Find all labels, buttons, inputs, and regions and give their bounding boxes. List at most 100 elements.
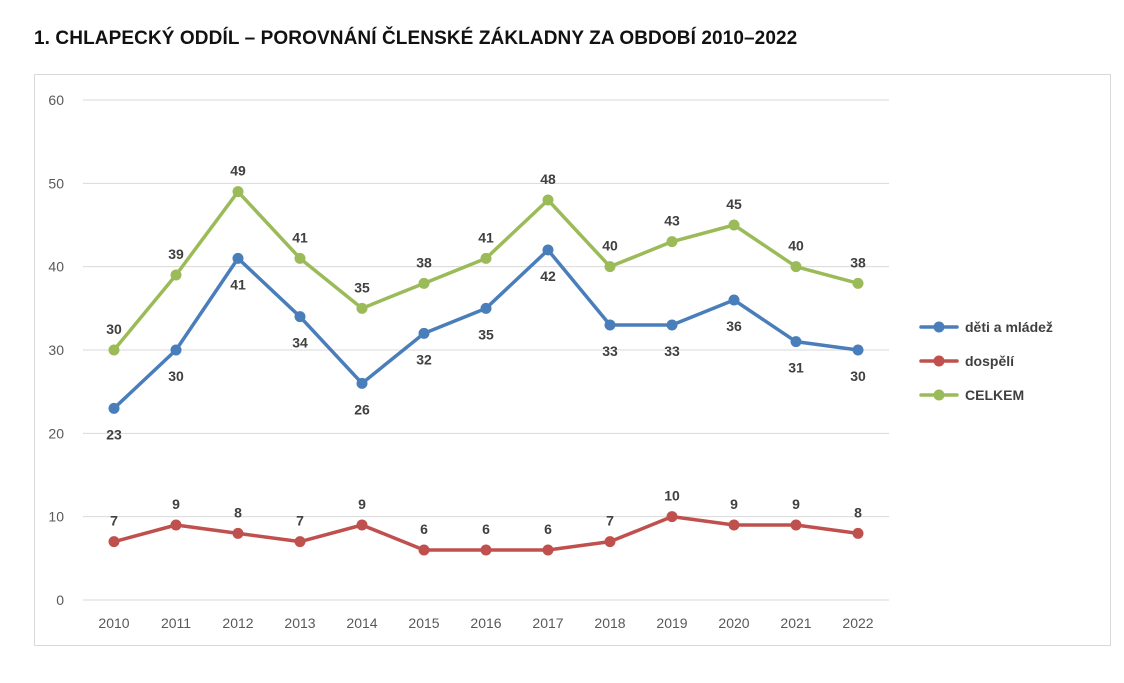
data-label: 40: [602, 238, 618, 254]
x-tick-label: 2018: [594, 615, 625, 631]
data-label: 33: [664, 343, 680, 359]
data-label: 41: [230, 276, 246, 292]
data-label: 38: [416, 254, 432, 270]
data-label: 35: [478, 326, 494, 342]
x-tick-label: 2010: [98, 615, 129, 631]
data-label: 23: [106, 426, 122, 442]
series-points: [108, 186, 864, 556]
data-point: [728, 519, 740, 531]
data-point: [356, 302, 368, 314]
data-label: 43: [664, 213, 680, 229]
data-label: 42: [540, 268, 556, 284]
gridlines: [83, 99, 889, 601]
data-point: [418, 544, 430, 556]
data-point: [232, 252, 244, 264]
data-point: [294, 252, 306, 264]
data-label: 7: [110, 513, 118, 529]
data-point: [604, 261, 616, 273]
data-point: [232, 527, 244, 539]
data-label: 9: [358, 496, 366, 512]
x-tick-label: 2019: [656, 615, 687, 631]
y-tick-label: 50: [48, 175, 64, 191]
data-label: 6: [482, 521, 490, 537]
y-tick-label: 10: [48, 509, 64, 525]
data-point: [604, 536, 616, 548]
data-label: 45: [726, 196, 742, 212]
data-point: [170, 269, 182, 281]
data-point: [604, 319, 616, 331]
data-point: [852, 277, 864, 289]
data-point: [728, 294, 740, 306]
data-label: 8: [234, 504, 242, 520]
data-label: 49: [230, 163, 246, 179]
data-label: 8: [854, 504, 862, 520]
data-point: [232, 186, 244, 198]
legend-label: CELKEM: [965, 387, 1024, 403]
data-point: [170, 344, 182, 356]
data-point: [666, 511, 678, 523]
y-tick-label: 30: [48, 342, 64, 358]
data-point: [666, 319, 678, 331]
data-label: 30: [850, 368, 866, 384]
y-tick-label: 20: [48, 425, 64, 441]
data-label: 26: [354, 401, 370, 417]
legend-marker: [933, 355, 945, 367]
data-point: [480, 544, 492, 556]
data-point: [728, 219, 740, 231]
data-label: 41: [292, 229, 308, 245]
legend-label: dospělí: [965, 353, 1015, 369]
data-point: [108, 402, 120, 414]
y-axis: 0 10 20 30 40 50 60: [48, 92, 64, 608]
x-tick-label: 2015: [408, 615, 439, 631]
x-tick-label: 2022: [842, 615, 873, 631]
data-point: [852, 344, 864, 356]
data-label: 30: [106, 321, 122, 337]
x-tick-label: 2017: [532, 615, 563, 631]
legend-label: děti a mládež: [965, 319, 1053, 335]
data-point: [294, 536, 306, 548]
data-point: [108, 344, 120, 356]
data-point: [666, 236, 678, 248]
data-label: 7: [606, 513, 614, 529]
data-point: [356, 377, 368, 389]
data-point: [542, 544, 554, 556]
data-point: [790, 261, 802, 273]
data-labels: 23 30 41 34 26 32 35 42 33 33 36 31 30 7 9 8 7 9 6 6 6 7 10 9 9 8…: [106, 163, 866, 537]
data-point: [790, 519, 802, 531]
data-point: [418, 327, 430, 339]
x-tick-label: 2020: [718, 615, 749, 631]
data-point: [542, 244, 554, 256]
series-lines: [112, 189, 860, 552]
x-tick-label: 2016: [470, 615, 501, 631]
y-tick-label: 60: [48, 92, 64, 108]
x-tick-label: 2014: [346, 615, 377, 631]
data-point: [480, 252, 492, 264]
data-point: [170, 519, 182, 531]
data-point: [852, 527, 864, 539]
data-label: 41: [478, 229, 494, 245]
data-label: 38: [850, 254, 866, 270]
data-label: 7: [296, 513, 304, 529]
data-label: 34: [292, 335, 308, 351]
legend: děti a mládež dospělí CELKEM: [919, 319, 1053, 403]
data-label: 9: [792, 496, 800, 512]
data-point: [108, 536, 120, 548]
chart-frame: [34, 74, 1111, 646]
data-label: 10: [664, 488, 680, 504]
data-label: 36: [726, 318, 742, 334]
data-label: 31: [788, 360, 804, 376]
chart-title: 1. CHLAPECKÝ ODDÍL – POROVNÁNÍ ČLENSKÉ Z…: [34, 28, 798, 49]
data-point: [790, 336, 802, 348]
data-point: [418, 277, 430, 289]
x-tick-label: 2012: [222, 615, 253, 631]
data-label: 33: [602, 343, 618, 359]
data-label: 9: [730, 496, 738, 512]
data-label: 40: [788, 238, 804, 254]
x-tick-label: 2013: [284, 615, 315, 631]
legend-marker: [933, 389, 945, 401]
data-point: [356, 519, 368, 531]
data-point: [294, 311, 306, 323]
data-label: 9: [172, 496, 180, 512]
data-label: 48: [540, 171, 556, 187]
data-point: [480, 302, 492, 314]
